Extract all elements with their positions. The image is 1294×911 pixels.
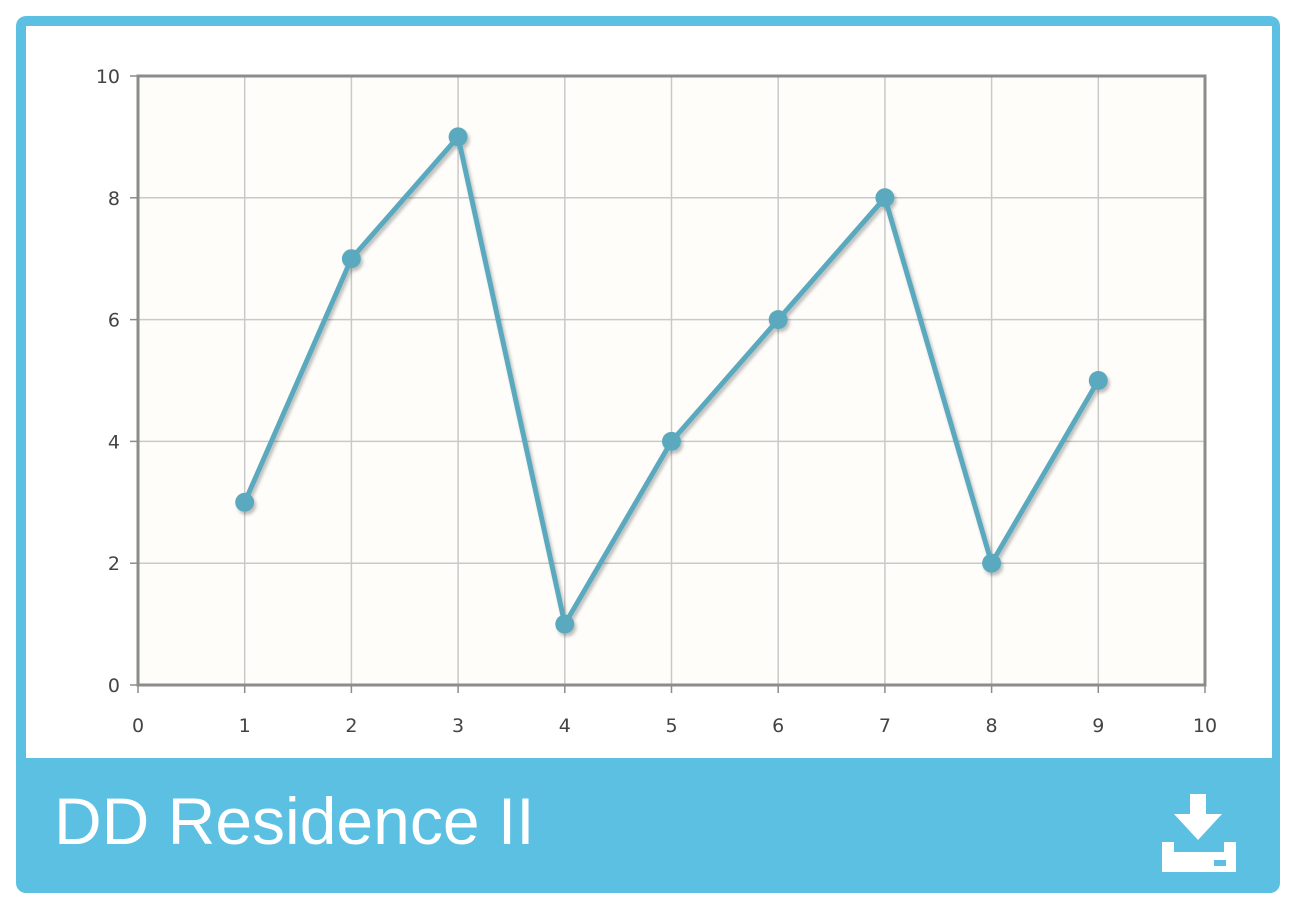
- data-point: [1088, 371, 1108, 390]
- y-tick-label: 0: [108, 675, 120, 697]
- x-tick-label: 10: [1193, 715, 1217, 737]
- x-tick-label: 0: [132, 715, 144, 737]
- line-chart: 0 1 2 3 4 5 6 7 8 9 10 0 2 4 6 8 10: [96, 66, 1217, 737]
- plot-border: [136, 74, 1207, 687]
- x-tick-label: 9: [1092, 715, 1104, 737]
- card-footer: DD Residence II: [16, 758, 1280, 893]
- x-tick-label: 2: [345, 715, 357, 737]
- card-title: DD Residence II: [54, 784, 535, 858]
- download-icon: [1162, 794, 1236, 872]
- data-point: [235, 492, 255, 512]
- x-tick-label: 3: [452, 715, 464, 737]
- x-tick-label: 4: [559, 715, 571, 737]
- tick-labels: 0 1 2 3 4 5 6 7 8 9 10 0 2 4 6 8 10: [96, 66, 1217, 737]
- data-point: [982, 553, 1002, 573]
- y-tick-label: 10: [96, 66, 120, 88]
- data-point: [875, 188, 895, 208]
- axes: [130, 74, 1207, 693]
- chart-card: 0 1 2 3 4 5 6 7 8 9 10 0 2 4 6 8 10 DD Residence II: [16, 16, 1280, 893]
- y-tick-label: 6: [108, 310, 120, 332]
- y-tick-label: 2: [108, 553, 120, 575]
- data-point: [448, 127, 468, 147]
- data-point: [341, 249, 361, 269]
- data-point: [768, 310, 788, 330]
- x-tick-label: 1: [239, 715, 251, 737]
- y-tick-label: 8: [108, 188, 120, 210]
- y-tick-label: 4: [108, 431, 120, 453]
- download-button[interactable]: [1162, 794, 1236, 872]
- x-tick-label: 7: [879, 715, 891, 737]
- x-tick-label: 6: [772, 715, 784, 737]
- series-layer: [235, 127, 1108, 634]
- x-tick-label: 8: [986, 715, 998, 737]
- x-tick-label: 5: [665, 715, 677, 737]
- chart-area: 0 1 2 3 4 5 6 7 8 9 10 0 2 4 6 8 10: [26, 26, 1272, 758]
- data-point: [662, 431, 681, 451]
- data-point: [555, 614, 575, 634]
